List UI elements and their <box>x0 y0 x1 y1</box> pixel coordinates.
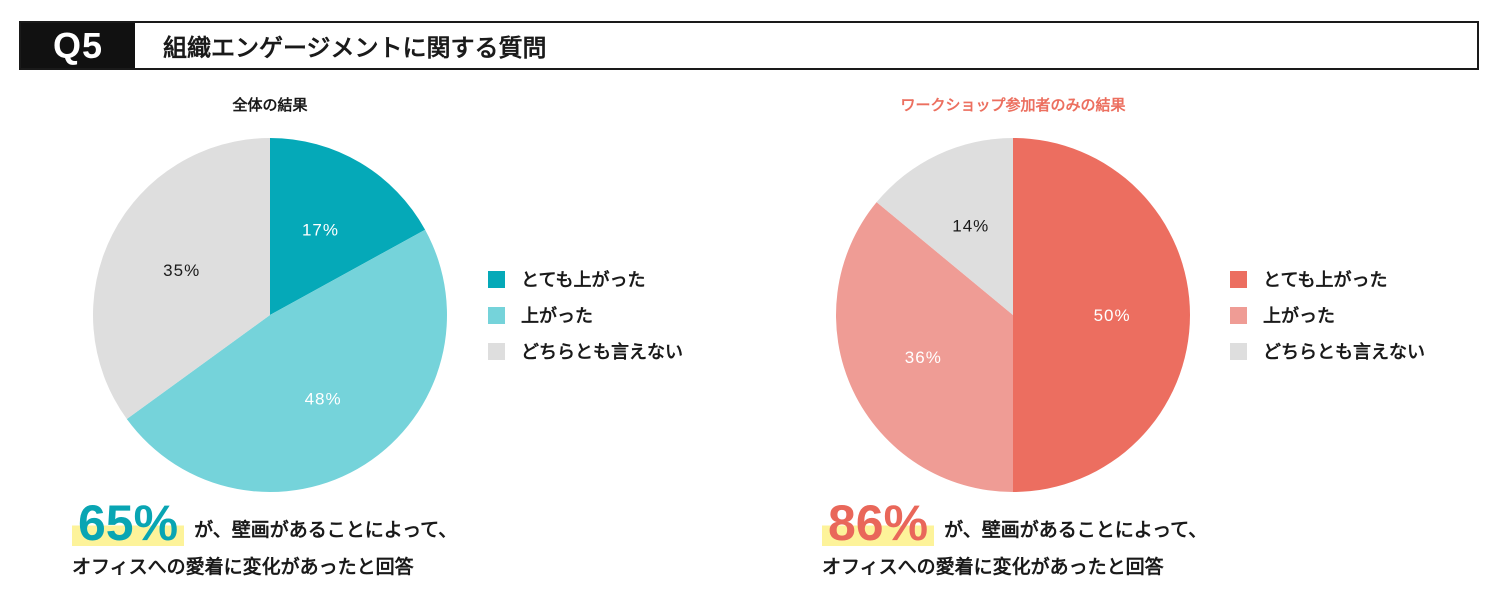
pie-2-label-neutral: 14% <box>952 216 989 235</box>
pie-1-slice-increased <box>126 229 448 493</box>
chart-1-summary-line2: オフィスへの愛着に変化があったと回答 <box>72 556 414 578</box>
legend-label: 上がった <box>1263 306 1335 327</box>
question-header: Q5 組織エンゲージメントに関する質問 <box>19 21 1479 70</box>
pie-chart-1: 17% 48% 35% <box>92 138 448 493</box>
question-title: 組織エンゲージメントに関する質問 <box>163 34 547 62</box>
legend-swatch <box>488 270 505 288</box>
legend-label: とても上がった <box>521 270 646 291</box>
chart-1-summary-suffix: が、壁画があることによって、 <box>194 519 458 541</box>
pie-2-slice-very-increased <box>1013 138 1190 492</box>
chart-2-title: ワークショップ参加者のみの結果 <box>900 96 1126 114</box>
question-number-tag: Q5 <box>21 23 135 68</box>
pie-1-label-increased: 48% <box>305 390 342 409</box>
legend-swatch <box>488 306 505 324</box>
pie-1-label-very-increased: 17% <box>302 221 339 240</box>
pie-2-label-increased: 36% <box>905 348 942 367</box>
legend-label: 上がった <box>521 306 593 327</box>
legend-label: どちらとも言えない <box>521 342 683 363</box>
legend-swatch <box>488 342 505 360</box>
pie-1-slice-neutral <box>92 138 270 420</box>
chart-2-summary-suffix: が、壁画があることによって、 <box>944 519 1208 541</box>
chart-2-legend-item-neutral: どちらとも言えない <box>1230 333 1425 369</box>
pie-1-slice-very-increased <box>270 138 426 315</box>
chart-1-title: 全体の結果 <box>232 96 308 114</box>
chart-2-legend-item-increased: 上がった <box>1230 297 1425 333</box>
pie-1-label-neutral: 35% <box>163 261 200 280</box>
legend-swatch <box>1230 270 1247 288</box>
legend-label: とても上がった <box>1263 270 1388 291</box>
chart-2-summary-line2: オフィスへの愛着に変化があったと回答 <box>822 556 1164 578</box>
chart-1-summary-line1: 65% が、壁画があることによって、 <box>72 498 458 548</box>
pie-2-label-very-increased: 50% <box>1094 306 1131 325</box>
pie-chart-2: 50% 36% 14% <box>836 138 1190 492</box>
legend-swatch <box>1230 306 1247 324</box>
chart-1-legend-item-increased: 上がった <box>488 297 683 333</box>
chart-2-legend-item-very-increased: とても上がった <box>1230 261 1425 297</box>
chart-2-legend: とても上がった 上がったどちらとも言えない <box>1230 261 1425 369</box>
pie-2-slice-increased <box>836 202 1013 492</box>
chart-2-summary-line1: 86% が、壁画があることによって、 <box>822 498 1208 548</box>
chart-2-summary-percent: 86% <box>822 498 935 548</box>
legend-swatch <box>1230 342 1247 360</box>
chart-1-legend: とても上がった 上がったどちらとも言えない <box>488 261 683 369</box>
legend-label: どちらとも言えない <box>1263 342 1425 363</box>
pie-2-slice-neutral <box>876 138 1013 315</box>
chart-1-legend-item-very-increased: とても上がった <box>488 261 683 297</box>
chart-1-summary-percent: 65% <box>72 498 185 548</box>
chart-1-legend-item-neutral: どちらとも言えない <box>488 333 683 369</box>
